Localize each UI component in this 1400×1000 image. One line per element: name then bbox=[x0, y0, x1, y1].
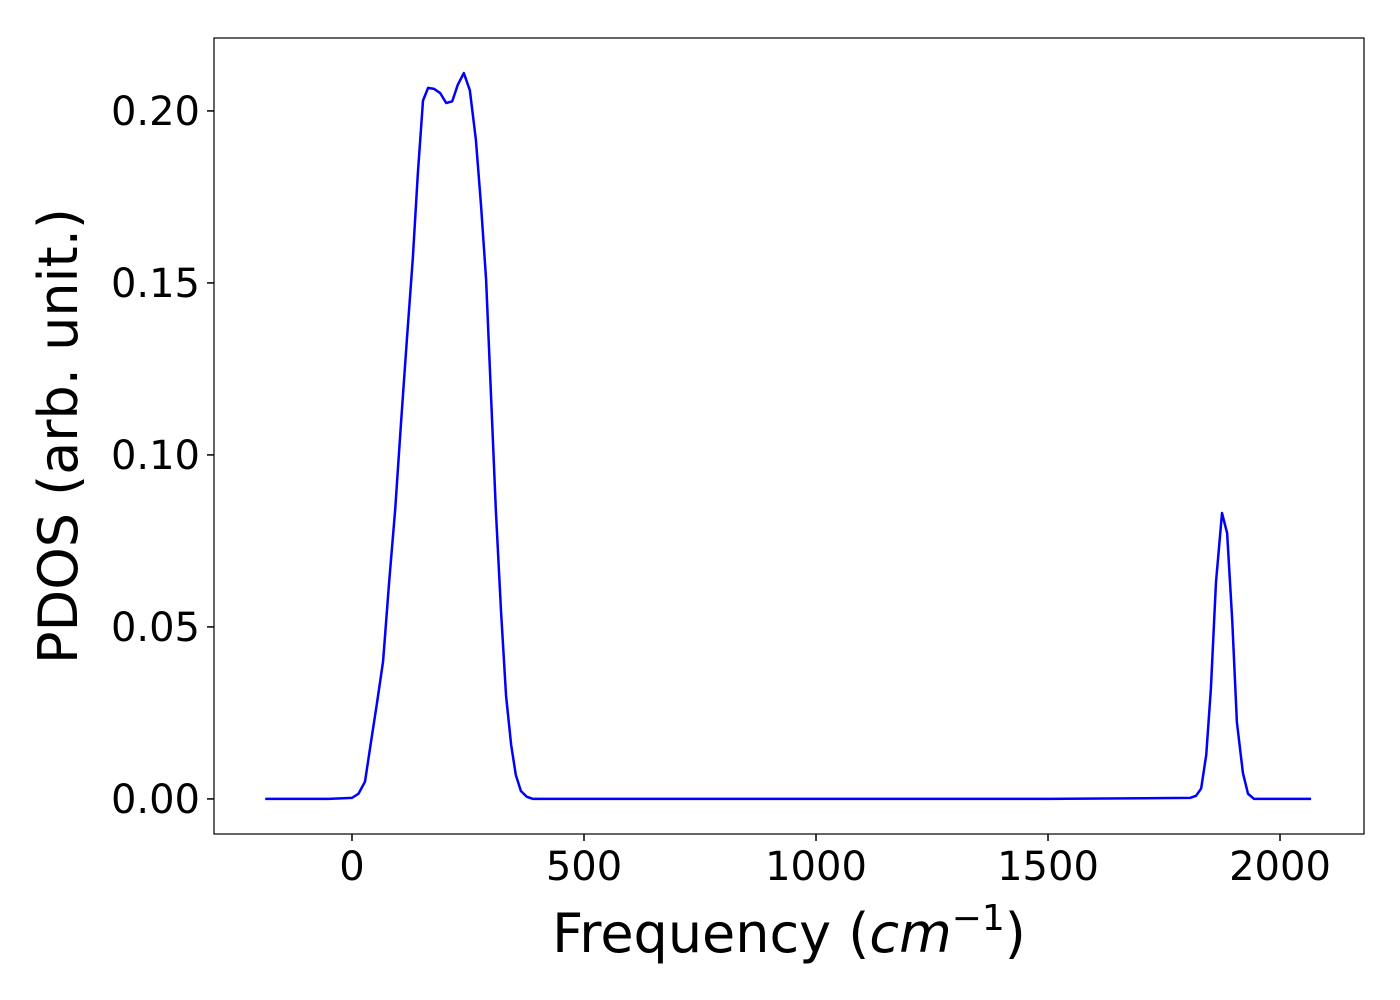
plot-frame bbox=[213, 37, 1365, 835]
y-tick-label: 0.20 bbox=[111, 89, 200, 135]
y-tick-label: 0.15 bbox=[111, 261, 200, 307]
x-label-text: Frequency ( bbox=[552, 902, 869, 965]
y-tick-label: 0.10 bbox=[111, 433, 200, 479]
x-tick-label: 0 bbox=[339, 844, 364, 890]
x-label-exponent: −1 bbox=[952, 898, 1005, 939]
y-axis-label: PDOS (arb. unit.) bbox=[27, 208, 90, 664]
data-line bbox=[265, 71, 1312, 801]
x-label-close: ) bbox=[1005, 902, 1026, 965]
y-tick-label: 0.00 bbox=[111, 777, 200, 823]
x-label-unit: cm bbox=[869, 902, 951, 965]
x-tick-label: 500 bbox=[546, 844, 622, 890]
x-tick-label: 1500 bbox=[997, 844, 1099, 890]
x-tick-label: 1000 bbox=[765, 844, 867, 890]
y-tick-label: 0.05 bbox=[111, 605, 200, 651]
x-tick-label: 2000 bbox=[1229, 844, 1331, 890]
x-axis-label: Frequency (cm−1) bbox=[552, 898, 1026, 965]
